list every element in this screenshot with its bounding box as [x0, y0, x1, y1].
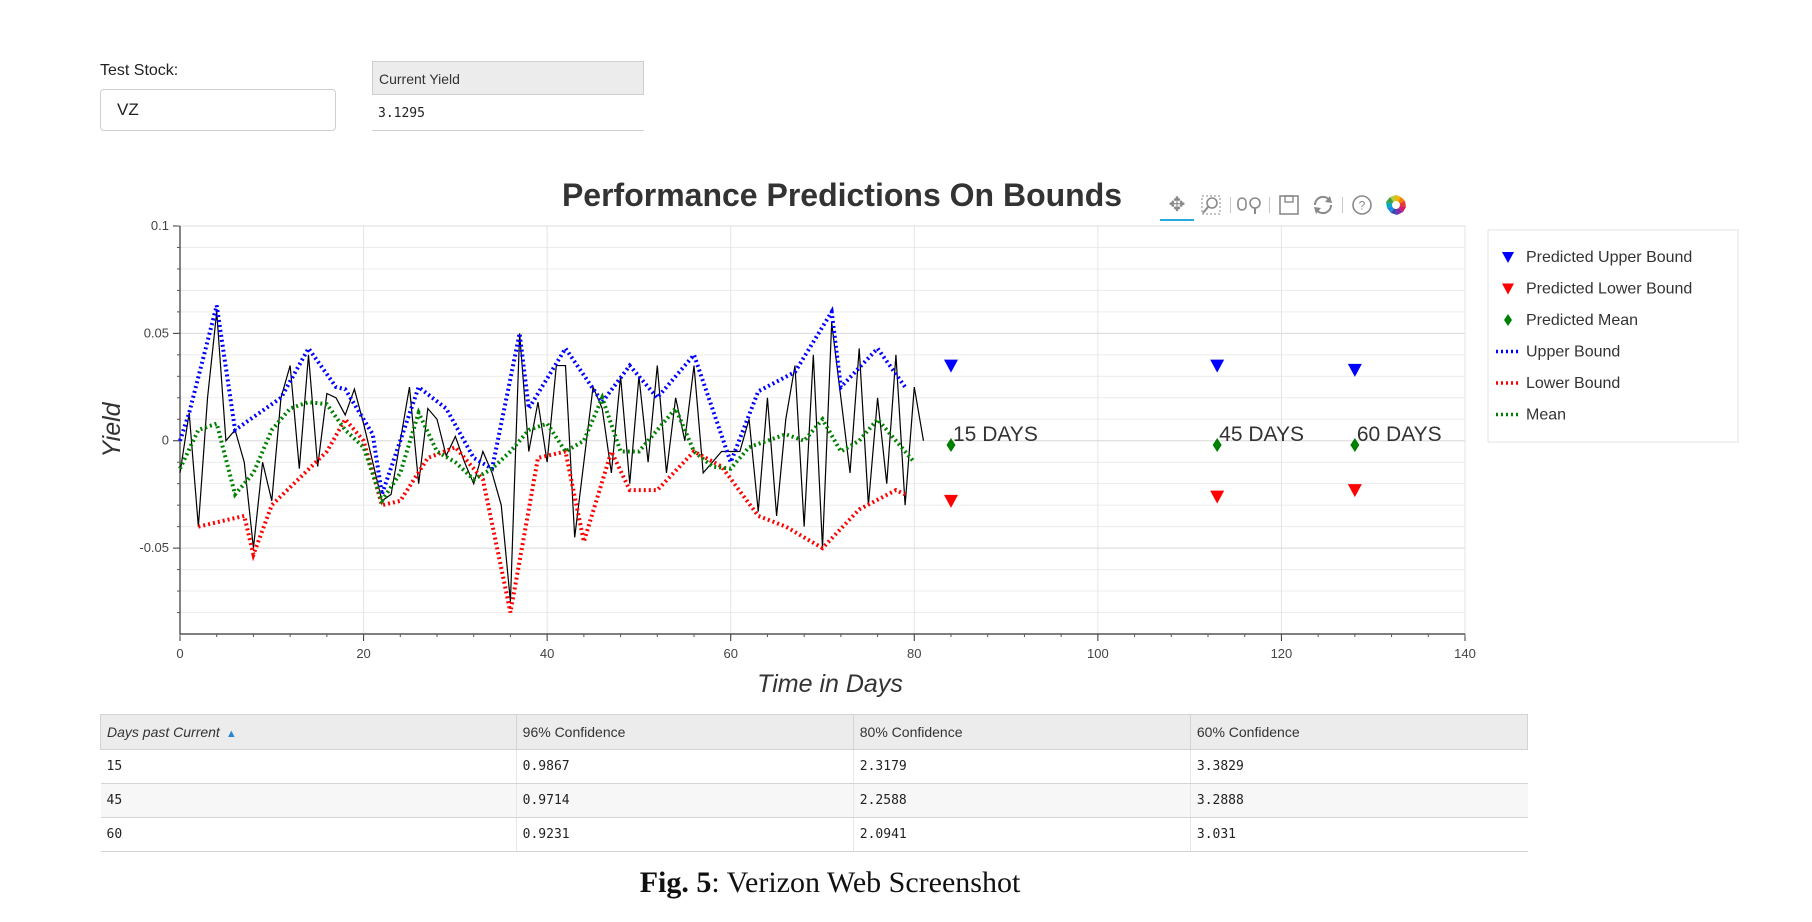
table-cell: 15	[100, 749, 517, 784]
test-stock-label: Test Stock:	[100, 62, 179, 79]
table-cell: 2.2588	[852, 783, 1191, 818]
prediction-day-label: 60 DAYS	[1357, 423, 1442, 446]
legend-item[interactable]: Lower Bound	[1496, 375, 1620, 392]
legend-item[interactable]: Predicted Upper Bound	[1502, 249, 1692, 266]
toolbar-separator	[1230, 197, 1231, 213]
predicted-lower-marker	[1210, 490, 1225, 504]
table-header-row: Days past Current ▲ 96% Confidence 80% Co…	[100, 714, 1529, 750]
x-axis-label: Time in Days	[757, 670, 903, 698]
header-96-confidence[interactable]: 96% Confidence	[515, 714, 854, 750]
legend-item[interactable]: Predicted Lower Bound	[1502, 281, 1692, 298]
table-cell: 2.0941	[852, 817, 1191, 852]
table-cell: 60	[100, 817, 517, 852]
svg-text:?: ?	[1359, 199, 1366, 213]
prediction-day-label: 45 DAYS	[1219, 423, 1304, 446]
predicted-lower-marker	[944, 494, 958, 508]
predicted-lower-marker	[1347, 484, 1362, 498]
legend-item[interactable]: Upper Bound	[1496, 344, 1620, 361]
series-upper-bound-line	[178, 304, 907, 496]
legend-marker-triangle	[1502, 283, 1514, 295]
table-row[interactable]: 15 0.9867 2.3179 3.3829	[100, 749, 1528, 784]
legend-label: Predicted Lower Bound	[1526, 281, 1692, 298]
legend-label: Predicted Mean	[1526, 312, 1638, 329]
chart-title: Performance Predictions On Bounds	[562, 177, 1122, 213]
x-tick-label: 60	[723, 646, 737, 661]
x-tick-label: 20	[356, 646, 370, 661]
legend-marker-triangle	[1502, 252, 1514, 263]
current-yield-table: Current Yield 3.1295	[372, 61, 644, 131]
table-cell: 3.031	[1189, 817, 1528, 852]
predicted-mean-marker	[1212, 438, 1222, 453]
predicted-upper-marker	[944, 359, 958, 373]
x-tick-label: 100	[1087, 646, 1109, 661]
legend-label: Lower Bound	[1526, 375, 1620, 392]
save-icon[interactable]	[1272, 190, 1306, 220]
x-tick-label: 40	[540, 646, 554, 661]
series-actual-line	[179, 311, 925, 602]
legend-label: Mean	[1526, 407, 1566, 424]
bokeh-logo-icon[interactable]	[1379, 190, 1413, 220]
toolbar-separator	[1269, 197, 1270, 213]
predicted-mean-marker	[1350, 438, 1360, 453]
table-cell: 3.3829	[1189, 749, 1528, 784]
series-mean-line	[178, 392, 916, 506]
current-yield-value: 3.1295	[372, 95, 644, 131]
predicted-upper-marker	[1210, 359, 1225, 373]
predicted-mean-marker	[946, 438, 956, 453]
x-tick-label: 80	[907, 646, 921, 661]
table-cell: 0.9867	[515, 749, 854, 784]
table-cell: 3.2888	[1189, 783, 1528, 818]
x-tick-label: 140	[1454, 646, 1476, 661]
box-zoom-icon[interactable]	[1194, 190, 1228, 220]
legend-item[interactable]: Predicted Mean	[1504, 312, 1638, 329]
table-cell: 2.3179	[852, 749, 1191, 784]
table-row[interactable]: 45 0.9714 2.2588 3.2888	[100, 783, 1528, 818]
predicted-upper-marker	[1347, 363, 1362, 377]
test-stock-input[interactable]	[100, 89, 336, 131]
legend-marker-diamond	[1504, 314, 1512, 326]
header-days-past-current[interactable]: Days past Current ▲	[100, 714, 517, 750]
y-tick-label: 0	[162, 433, 169, 448]
y-tick-label: 0.05	[144, 325, 169, 340]
figure-number: Fig. 5	[639, 866, 712, 899]
y-tick-label: -0.05	[139, 540, 169, 555]
x-tick-label: 120	[1271, 646, 1293, 661]
figure-caption-text: : Verizon Web Screenshot	[711, 866, 1021, 899]
table-row[interactable]: 60 0.9231 2.0941 3.031	[100, 817, 1528, 852]
figure-caption: Fig. 5: Verizon Web Screenshot	[0, 866, 1660, 900]
current-yield-header: Current Yield	[372, 61, 644, 95]
y-axis-label: Yield	[98, 401, 126, 457]
x-tick-label: 0	[176, 646, 183, 661]
toolbar-separator	[1342, 197, 1343, 213]
y-tick-label: 0.1	[151, 218, 169, 233]
legend-item[interactable]: Mean	[1496, 407, 1566, 424]
pan-icon[interactable]: ✥	[1160, 189, 1194, 221]
legend-label: Predicted Upper Bound	[1526, 249, 1692, 266]
table-cell: 45	[100, 783, 517, 818]
help-icon[interactable]: ?	[1345, 190, 1379, 220]
performance-chart: 0 20 40 60 80 100 120 140 0.1 0.05 0 -0.05 15 DAYS 4…	[98, 177, 1739, 698]
legend-label: Upper Bound	[1526, 344, 1620, 361]
reset-icon[interactable]	[1306, 190, 1340, 220]
sort-ascending-icon[interactable]: ▲	[225, 728, 237, 740]
chart-toolbar: ✥ ?	[1160, 188, 1413, 222]
header-60-confidence[interactable]: 60% Confidence	[1189, 714, 1529, 750]
table-cell: 0.9714	[515, 783, 854, 818]
confidence-table: Days past Current ▲ 96% Confidence 80% Co…	[100, 714, 1529, 852]
header-80-confidence[interactable]: 80% Confidence	[852, 714, 1191, 750]
plot-area	[179, 225, 1466, 635]
table-cell: 0.9231	[515, 817, 854, 852]
chart-legend	[1487, 229, 1739, 443]
prediction-day-label: 15 DAYS	[953, 423, 1038, 446]
wheel-zoom-icon[interactable]	[1233, 190, 1267, 220]
